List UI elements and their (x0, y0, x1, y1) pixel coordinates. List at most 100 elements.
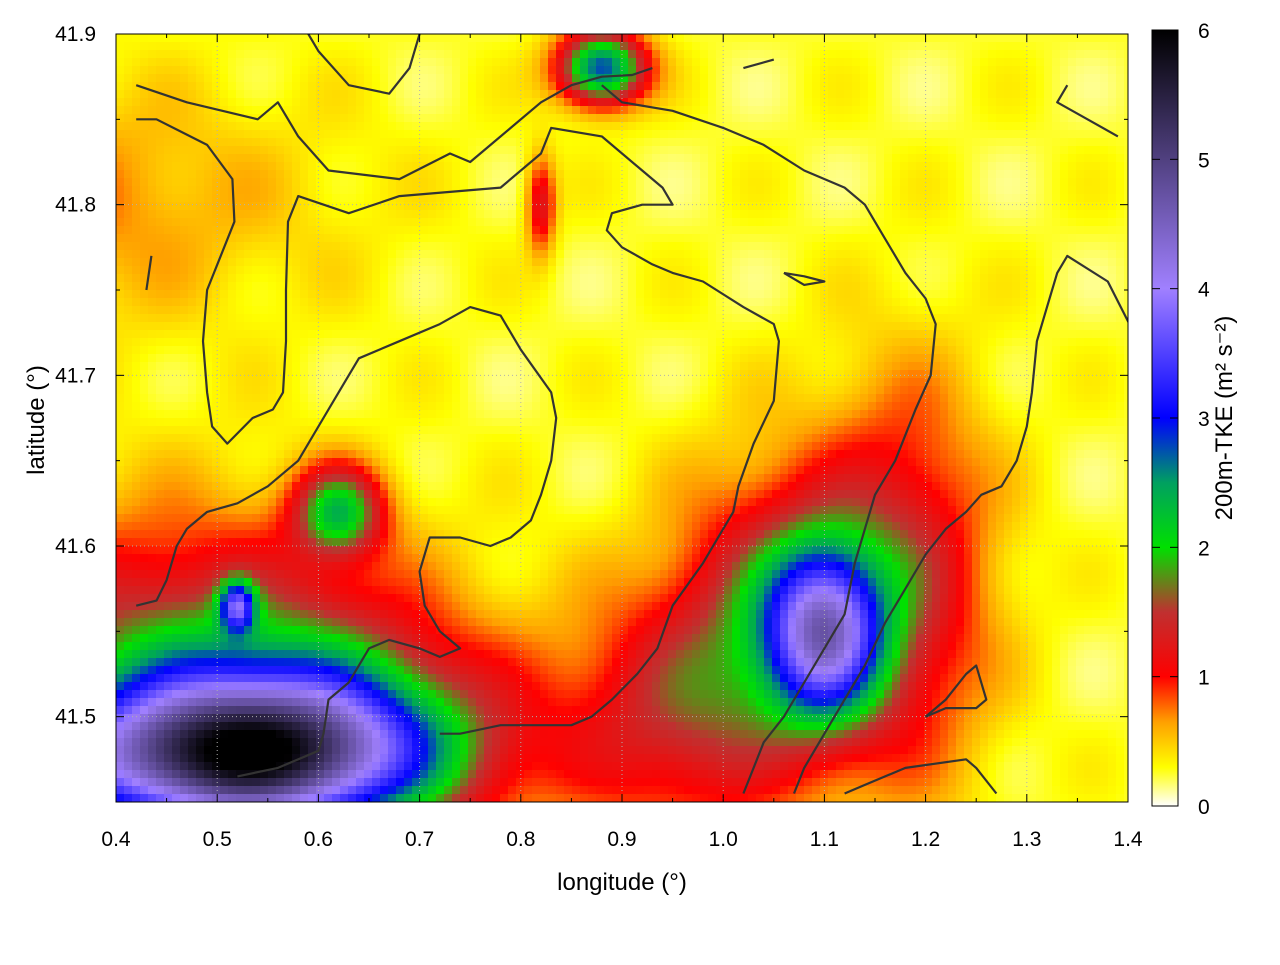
heatmap-cell (436, 650, 445, 659)
heatmap-cell (316, 66, 325, 75)
heatmap-cell (124, 218, 133, 227)
heatmap-cell (412, 242, 421, 251)
heatmap-cell (148, 258, 157, 267)
heatmap-cell (348, 90, 357, 99)
heatmap-cell (444, 434, 453, 443)
heatmap-cell (428, 490, 437, 499)
heatmap-cell (372, 386, 381, 395)
heatmap-cell (460, 282, 469, 291)
heatmap-cell (276, 58, 285, 67)
heatmap-cell (268, 650, 277, 659)
heatmap-cell (492, 474, 501, 483)
heatmap-cell (452, 74, 461, 83)
heatmap-cell (196, 106, 205, 115)
heatmap-cell (292, 666, 301, 675)
heatmap-cell (220, 450, 229, 459)
heatmap-cell (316, 602, 325, 611)
heatmap-cell (196, 738, 205, 747)
heatmap-cell (204, 66, 213, 75)
heatmap-cell (252, 650, 261, 659)
heatmap-cell (236, 610, 245, 619)
heatmap-cell (372, 738, 381, 747)
heatmap-cell (132, 306, 141, 315)
heatmap-cell (364, 258, 373, 267)
heatmap-cell (492, 666, 501, 675)
heatmap-cell (124, 714, 133, 723)
heatmap-cell (276, 354, 285, 363)
heatmap-cell (428, 746, 437, 755)
heatmap-cell (372, 458, 381, 467)
heatmap-cell (148, 202, 157, 211)
heatmap-cell (412, 738, 421, 747)
heatmap-cell (308, 762, 317, 771)
heatmap-cell (148, 186, 157, 195)
heatmap-cell (300, 722, 309, 731)
heatmap-cell (444, 338, 453, 347)
heatmap-cell (356, 266, 365, 275)
heatmap-cell (228, 346, 237, 355)
heatmap-cell (508, 218, 517, 227)
heatmap-cell (348, 570, 357, 579)
heatmap-cell (508, 522, 517, 531)
heatmap-cell (140, 426, 149, 435)
heatmap-cell (140, 762, 149, 771)
heatmap-cell (276, 666, 285, 675)
heatmap-cell (508, 746, 517, 755)
heatmap-cell (236, 370, 245, 379)
heatmap-cell (164, 482, 173, 491)
heatmap-cell (524, 226, 533, 235)
heatmap-cell (340, 154, 349, 163)
heatmap-cell (300, 98, 309, 107)
heatmap-cell (292, 450, 301, 459)
heatmap-cell (492, 298, 501, 307)
heatmap-cell (356, 450, 365, 459)
heatmap-cell (452, 690, 461, 699)
heatmap-cell (284, 106, 293, 115)
heatmap-cell (380, 226, 389, 235)
heatmap-cell (308, 474, 317, 483)
heatmap-cell (188, 98, 197, 107)
heatmap-cell (508, 650, 517, 659)
heatmap-cell (316, 370, 325, 379)
heatmap-cell (348, 434, 357, 443)
heatmap-cell (268, 554, 277, 563)
heatmap-cell (188, 706, 197, 715)
heatmap-cell (228, 338, 237, 347)
heatmap-cell (468, 562, 477, 571)
heatmap-cell (508, 618, 517, 627)
heatmap-cell (252, 490, 261, 499)
heatmap-cell (188, 666, 197, 675)
heatmap-cell (524, 346, 533, 355)
heatmap-cell (420, 722, 429, 731)
heatmap-cell (300, 58, 309, 67)
heatmap-cell (324, 498, 333, 507)
heatmap-cell (260, 642, 269, 651)
heatmap-cell (420, 538, 429, 547)
heatmap-cell (524, 290, 533, 299)
heatmap-cell (436, 250, 445, 259)
heatmap-cell (172, 322, 181, 331)
heatmap-cell (348, 562, 357, 571)
heatmap-cell (436, 130, 445, 139)
heatmap-cell (500, 538, 509, 547)
heatmap-cell (220, 410, 229, 419)
heatmap-cell (228, 602, 237, 611)
heatmap-cell (172, 210, 181, 219)
heatmap-cell (308, 90, 317, 99)
heatmap-cell (252, 786, 261, 795)
heatmap-cell (252, 74, 261, 83)
heatmap-cell (148, 490, 157, 499)
heatmap-cell (116, 282, 125, 291)
heatmap-cell (156, 586, 165, 595)
heatmap-cell (372, 50, 381, 59)
heatmap-cell (420, 610, 429, 619)
heatmap-cell (244, 538, 253, 547)
heatmap-cell (412, 682, 421, 691)
heatmap-cell (404, 330, 413, 339)
heatmap-cell (236, 618, 245, 627)
heatmap-cell (188, 274, 197, 283)
heatmap-cell (212, 554, 221, 563)
heatmap-cell (428, 754, 437, 763)
heatmap-cell (244, 594, 253, 603)
heatmap-cell (412, 698, 421, 707)
